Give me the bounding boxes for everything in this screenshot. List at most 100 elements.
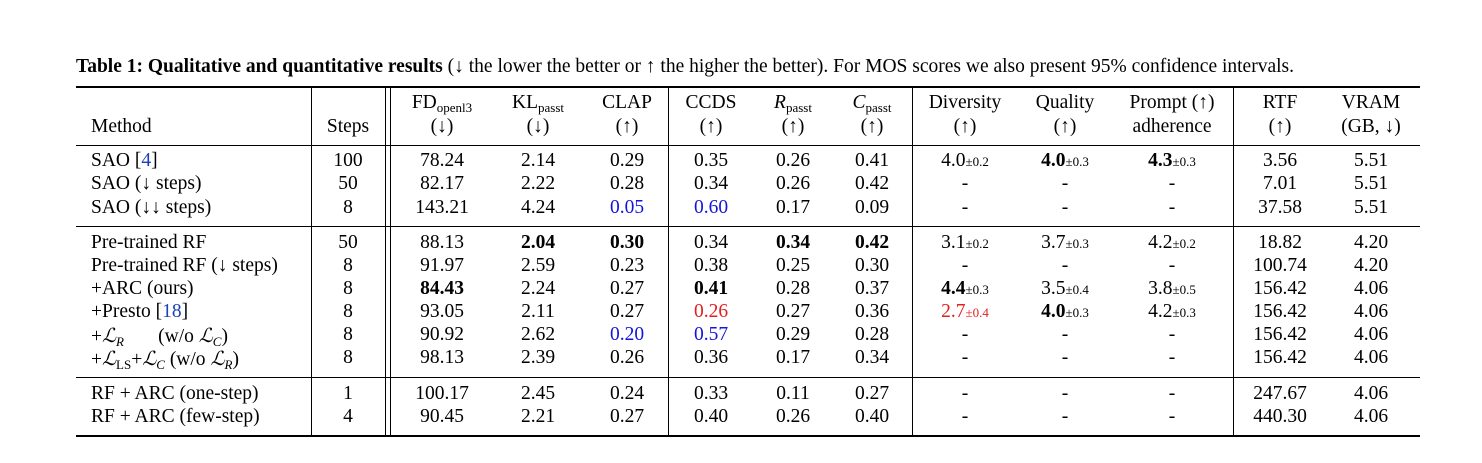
row-vram: 4.06 bbox=[1353, 406, 1389, 427]
row-steps: 8 bbox=[343, 197, 353, 218]
row-rtf: 156.42 bbox=[1253, 301, 1307, 322]
row-ccds: 0.34 bbox=[693, 232, 729, 253]
caption-rest: (↓ the lower the better or ↑ the higher … bbox=[447, 56, 1294, 77]
row-vram: 4.06 bbox=[1353, 278, 1389, 299]
row-c: 0.28 bbox=[854, 324, 890, 345]
row-prompt: 4.2±0.3 bbox=[1148, 301, 1196, 322]
row-qual: 3.5±0.4 bbox=[1041, 278, 1089, 299]
caption-title: Qualitative and quantitative results bbox=[147, 56, 443, 77]
row-div: - bbox=[961, 324, 969, 345]
row-fd: 88.13 bbox=[420, 232, 464, 253]
row-ccds: 0.60 bbox=[693, 197, 729, 218]
row-prompt: 4.2±0.2 bbox=[1148, 232, 1196, 253]
row-prompt: 3.8±0.5 bbox=[1148, 278, 1196, 299]
row-rtf: 100.74 bbox=[1253, 255, 1307, 276]
caption-label: Table 1 bbox=[76, 56, 137, 77]
row-qual: 4.0±0.3 bbox=[1041, 150, 1089, 171]
row-rtf: 18.82 bbox=[1258, 232, 1302, 253]
header-clap: CLAP bbox=[602, 92, 652, 113]
header-kl: KLpasst bbox=[512, 92, 564, 115]
row-qual: - bbox=[1061, 255, 1069, 276]
row-kl: 2.24 bbox=[520, 278, 556, 299]
row-div: 3.1±0.2 bbox=[941, 232, 989, 253]
row-r: 0.25 bbox=[775, 255, 811, 276]
row-ccds: 0.38 bbox=[693, 255, 729, 276]
row-c: 0.42 bbox=[854, 173, 890, 194]
row-clap: 0.26 bbox=[609, 347, 645, 368]
vline-steps-a bbox=[385, 88, 387, 435]
row-clap: 0.27 bbox=[609, 406, 645, 427]
header-ccds: CCDS bbox=[685, 92, 737, 113]
header-diversity-dir: (↑) bbox=[953, 116, 977, 137]
top-rule bbox=[76, 86, 1420, 88]
row-qual: - bbox=[1061, 197, 1069, 218]
row-vram: 4.20 bbox=[1353, 255, 1389, 276]
header-kl-dir: (↓) bbox=[526, 116, 550, 137]
row-prompt: 4.3±0.3 bbox=[1148, 150, 1196, 171]
row-ccds: 0.34 bbox=[693, 173, 729, 194]
row-rtf: 3.56 bbox=[1262, 150, 1298, 171]
row-steps: 8 bbox=[343, 255, 353, 276]
row-prompt: - bbox=[1168, 197, 1176, 218]
row-ccds: 0.36 bbox=[693, 347, 729, 368]
row-qual: - bbox=[1061, 324, 1069, 345]
row-div: - bbox=[961, 173, 969, 194]
row-rtf: 37.58 bbox=[1258, 197, 1302, 218]
header-c-dir: (↑) bbox=[860, 116, 884, 137]
row-method: SAO (↓↓ steps) bbox=[91, 197, 212, 218]
row-ccds: 0.57 bbox=[693, 324, 729, 345]
row-div: 4.0±0.2 bbox=[941, 150, 989, 171]
row-method: Pre-trained RF (↓ steps) bbox=[91, 255, 278, 276]
row-vram: 4.06 bbox=[1353, 301, 1389, 322]
row-qual: - bbox=[1061, 406, 1069, 427]
row-c: 0.30 bbox=[854, 255, 890, 276]
header-quality-dir: (↑) bbox=[1053, 116, 1077, 137]
header-rtf-dir: (↑) bbox=[1268, 116, 1292, 137]
header-steps: Steps bbox=[326, 116, 370, 137]
row-clap: 0.27 bbox=[609, 278, 645, 299]
row-ccds: 0.33 bbox=[693, 383, 729, 404]
row-clap: 0.20 bbox=[609, 324, 645, 345]
row-method: +ARC (ours) bbox=[91, 278, 194, 299]
header-prompt: Prompt (↑) bbox=[1129, 92, 1215, 113]
header-r: Rpasst bbox=[774, 92, 812, 115]
row-vram: 4.06 bbox=[1353, 347, 1389, 368]
row-c: 0.09 bbox=[854, 197, 890, 218]
row-clap: 0.28 bbox=[609, 173, 645, 194]
citation-link[interactable]: 4 bbox=[141, 150, 152, 171]
row-c: 0.42 bbox=[854, 232, 890, 253]
row-vram: 4.06 bbox=[1353, 324, 1389, 345]
header-fd: FDopenl3 bbox=[411, 92, 473, 115]
row-prompt: - bbox=[1168, 406, 1176, 427]
row-prompt: - bbox=[1168, 347, 1176, 368]
row-clap: 0.30 bbox=[609, 232, 645, 253]
header-clap-dir: (↑) bbox=[615, 116, 639, 137]
row-qual: 4.0±0.3 bbox=[1041, 301, 1089, 322]
vline-method bbox=[311, 88, 313, 435]
vline-steps-b bbox=[390, 88, 392, 435]
row-steps: 50 bbox=[338, 232, 358, 253]
group2-rule bbox=[76, 377, 1420, 379]
row-c: 0.27 bbox=[854, 383, 890, 404]
row-kl: 2.22 bbox=[520, 173, 556, 194]
row-rtf: 156.42 bbox=[1253, 347, 1307, 368]
row-fd: 78.24 bbox=[420, 150, 464, 171]
group1-rule bbox=[76, 226, 1420, 228]
header-ccds-dir: (↑) bbox=[699, 116, 723, 137]
header-method: Method bbox=[91, 116, 152, 137]
row-qual: - bbox=[1061, 173, 1069, 194]
row-ccds: 0.35 bbox=[693, 150, 729, 171]
row-method: +Presto [18] bbox=[91, 301, 189, 322]
row-steps: 8 bbox=[343, 324, 353, 345]
row-ccds: 0.41 bbox=[693, 278, 729, 299]
row-fd: 93.05 bbox=[420, 301, 464, 322]
row-rtf: 247.67 bbox=[1253, 383, 1307, 404]
row-kl: 2.62 bbox=[520, 324, 556, 345]
row-fd: 90.45 bbox=[420, 406, 464, 427]
row-fd: 98.13 bbox=[420, 347, 464, 368]
row-steps: 8 bbox=[343, 278, 353, 299]
row-div: 2.7±0.4 bbox=[941, 301, 989, 322]
row-clap: 0.05 bbox=[609, 197, 645, 218]
citation-link[interactable]: 18 bbox=[162, 301, 182, 322]
row-fd: 91.97 bbox=[420, 255, 464, 276]
